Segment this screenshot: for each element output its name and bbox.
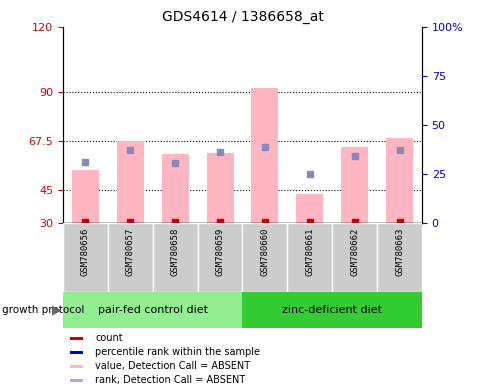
Text: GSM780659: GSM780659	[215, 228, 224, 276]
Bar	[251, 88, 278, 223]
Text: GSM780663: GSM780663	[394, 228, 403, 276]
Bar	[152, 223, 197, 292]
Bar	[287, 223, 332, 292]
Bar	[72, 170, 99, 223]
Text: ▶: ▶	[52, 304, 61, 316]
Bar	[63, 292, 242, 328]
Text: GSM780660: GSM780660	[260, 228, 269, 276]
Bar	[197, 223, 242, 292]
Text: GSM780657: GSM780657	[125, 228, 135, 276]
Text: pair-fed control diet: pair-fed control diet	[98, 305, 207, 315]
Bar	[242, 292, 421, 328]
Bar	[107, 223, 152, 292]
Bar	[63, 223, 107, 292]
Text: percentile rank within the sample: percentile rank within the sample	[95, 347, 260, 357]
Bar	[296, 194, 322, 223]
Text: GSM780662: GSM780662	[349, 228, 359, 276]
Bar	[70, 351, 83, 354]
Bar	[332, 223, 376, 292]
Title: GDS4614 / 1386658_at: GDS4614 / 1386658_at	[161, 10, 323, 25]
Text: GSM780658: GSM780658	[170, 228, 180, 276]
Text: GSM780656: GSM780656	[81, 228, 90, 276]
Bar	[340, 147, 367, 223]
Bar	[117, 141, 143, 223]
Bar	[161, 154, 188, 223]
Text: GSM780661: GSM780661	[304, 228, 314, 276]
Bar	[385, 138, 412, 223]
Bar	[70, 379, 83, 382]
Text: rank, Detection Call = ABSENT: rank, Detection Call = ABSENT	[95, 375, 245, 384]
Bar	[70, 365, 83, 368]
Bar	[70, 337, 83, 340]
Text: growth protocol: growth protocol	[2, 305, 85, 315]
Bar	[376, 223, 421, 292]
Text: zinc-deficient diet: zinc-deficient diet	[282, 305, 381, 315]
Text: value, Detection Call = ABSENT: value, Detection Call = ABSENT	[95, 361, 250, 371]
Bar	[206, 153, 233, 223]
Bar	[242, 223, 287, 292]
Text: count: count	[95, 333, 123, 343]
